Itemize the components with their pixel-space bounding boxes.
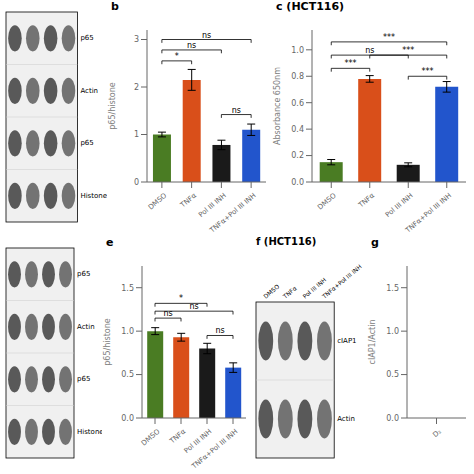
- svg-text:p65/histone: p65/histone: [103, 318, 112, 366]
- svg-text:0.6: 0.6: [291, 99, 304, 108]
- html-text:g: g: [371, 236, 379, 249]
- svg-text:TNFα: TNFα: [356, 191, 376, 210]
- svg-text:p65: p65: [77, 375, 90, 383]
- svg-text:0.5: 0.5: [386, 370, 399, 379]
- svg-text:0.5: 0.5: [121, 370, 134, 379]
- svg-text:0.0: 0.0: [291, 178, 304, 187]
- svg-text:1.5: 1.5: [386, 284, 399, 293]
- svg-text:Histone H3: Histone H3: [77, 428, 102, 436]
- svg-text:p65: p65: [77, 270, 90, 278]
- svg-text:***: ***: [422, 67, 434, 76]
- svg-text:1: 1: [134, 130, 139, 139]
- svg-text:cIAP1: cIAP1: [337, 337, 356, 345]
- svg-text:cIAP1/Actin: cIAP1/Actin: [368, 320, 377, 365]
- svg-text:0.0: 0.0: [121, 414, 134, 423]
- svg-text:Absorbance 650nm: Absorbance 650nm: [273, 67, 282, 145]
- svg-text:p65/histone: p65/histone: [108, 82, 117, 130]
- svg-text:DMSO: DMSO: [147, 191, 169, 211]
- svg-text:3: 3: [134, 35, 139, 44]
- svg-text:***: ***: [402, 46, 414, 55]
- svg-text:TNFα: TNFα: [281, 284, 298, 300]
- svg-text:2: 2: [134, 83, 139, 92]
- svg-text:0: 0: [134, 178, 139, 187]
- svg-text:1.0: 1.0: [121, 327, 134, 336]
- svg-text:0.0: 0.0: [386, 414, 399, 423]
- svg-text:1.0: 1.0: [386, 327, 399, 336]
- html-text:b: b: [111, 0, 119, 13]
- svg-text:0.8: 0.8: [291, 72, 304, 81]
- svg-text:D₂: D₂: [432, 427, 444, 439]
- svg-text:TNFα+Pol III INH: TNFα+Pol III INH: [190, 428, 240, 470]
- svg-text:TNFα: TNFα: [178, 191, 198, 210]
- svg-text:DMSO: DMSO: [262, 282, 281, 299]
- html-text:e: e: [106, 236, 114, 249]
- svg-text:1.0: 1.0: [291, 46, 304, 55]
- svg-text:1.5: 1.5: [121, 284, 134, 293]
- svg-text:DMSO: DMSO: [316, 191, 338, 211]
- svg-text:ns: ns: [187, 41, 196, 50]
- html-text:f (HCT116): f (HCT116): [256, 236, 317, 247]
- svg-text:Actin: Actin: [337, 415, 355, 423]
- svg-text:p65: p65: [80, 139, 93, 147]
- svg-text:***: ***: [383, 33, 395, 42]
- svg-text:Actin: Actin: [80, 87, 98, 95]
- svg-text:TNFα+Pol III INH: TNFα+Pol III INH: [320, 263, 363, 301]
- svg-text:DMSO: DMSO: [140, 427, 162, 447]
- svg-text:ns: ns: [365, 46, 374, 55]
- svg-text:ns: ns: [215, 326, 224, 335]
- svg-text:ns: ns: [232, 106, 241, 115]
- html-text:c (HCT116): c (HCT116): [276, 0, 345, 13]
- svg-text:Histone H3: Histone H3: [80, 192, 107, 200]
- svg-text:Pol III INH: Pol III INH: [384, 192, 415, 220]
- svg-text:ns: ns: [202, 31, 211, 40]
- svg-text:ns: ns: [189, 302, 198, 311]
- svg-text:ns: ns: [163, 309, 172, 318]
- svg-text:TNFα+Pol III INH: TNFα+Pol III INH: [208, 192, 258, 234]
- svg-text:Actin: Actin: [77, 323, 95, 331]
- svg-text:p65: p65: [80, 34, 93, 42]
- svg-text:0.2: 0.2: [291, 151, 304, 160]
- svg-text:Pol III INH: Pol III INH: [301, 276, 328, 300]
- svg-text:***: ***: [345, 59, 357, 68]
- svg-text:TNFα+Pol III INH: TNFα+Pol III INH: [403, 192, 453, 234]
- svg-text:*: *: [175, 52, 179, 61]
- svg-text:0.4: 0.4: [291, 125, 304, 134]
- svg-text:TNFα: TNFα: [168, 427, 188, 446]
- svg-text:*: *: [179, 294, 183, 303]
